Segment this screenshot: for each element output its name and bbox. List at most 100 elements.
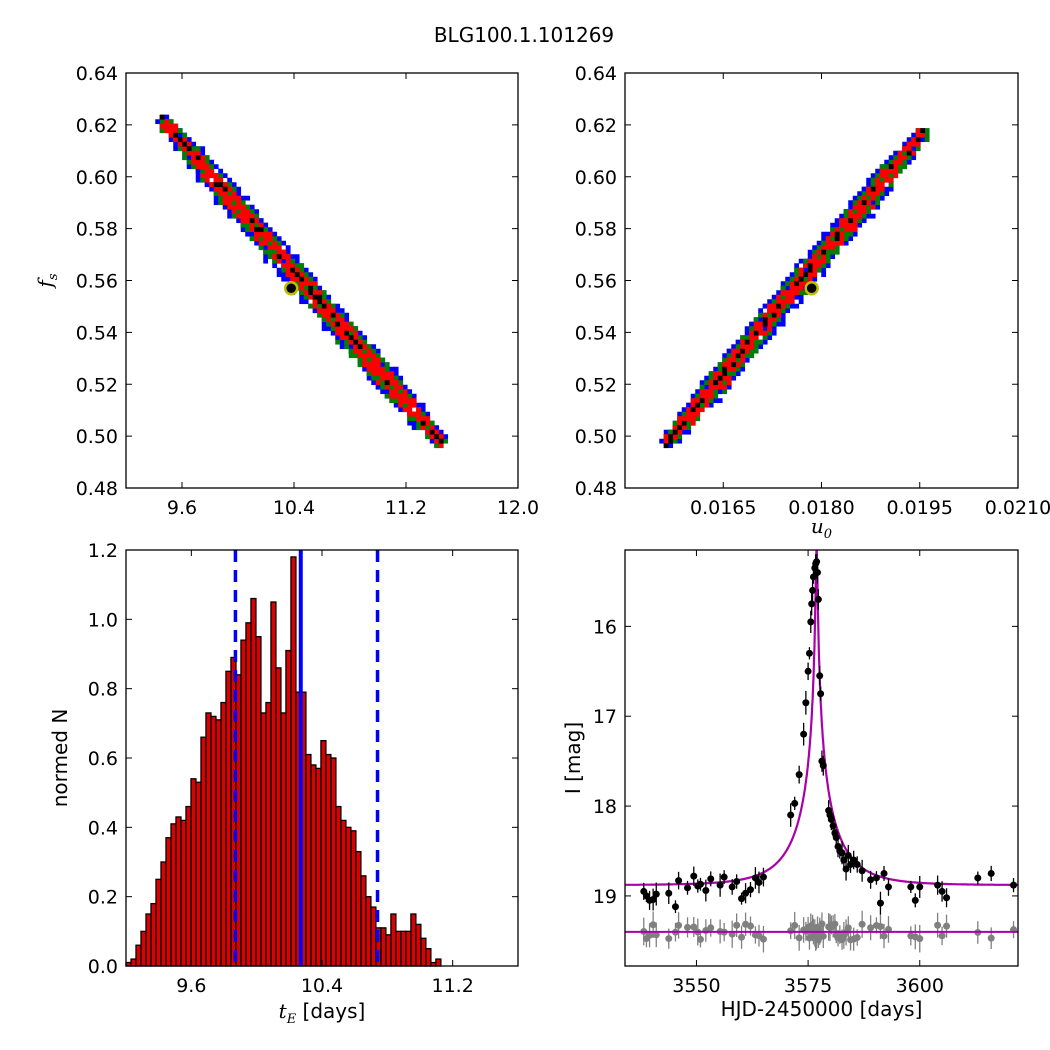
heatmap-cell [708,398,714,404]
heatmap-cell [731,353,737,359]
heatmap-cell [335,330,341,336]
heatmap-cell [308,285,314,291]
heatmap-cell [272,258,278,264]
heatmap-cell [785,308,791,314]
heatmap-cell [758,339,764,345]
heatmap-cell [870,186,876,192]
heatmap-cell [177,141,183,147]
heatmap-cell [222,191,228,197]
heatmap-cell [780,299,786,305]
heatmap-cell [411,425,417,431]
heatmap-cell [213,191,219,197]
heatmap-cell [740,348,746,354]
x-tick-label: 3575 [784,975,832,997]
heatmap-cell [924,128,930,134]
histogram-bar [400,930,407,967]
heatmap-cell [380,357,386,363]
heatmap-cell [429,420,435,426]
residual-point [684,923,692,931]
heatmap-cell [821,236,827,242]
heatmap-cell [159,119,165,125]
observation-point [728,883,736,891]
heatmap-cell [704,389,710,395]
heatmap-cell [303,267,309,273]
heatmap-cell [767,326,773,332]
x-tick-label: 9.6 [167,497,197,519]
heatmap-cell [362,366,368,372]
heatmap-cell [825,236,831,242]
heatmap-cell [713,384,719,390]
heatmap-cell [699,402,705,408]
heatmap-cell [263,227,269,233]
heatmap-cell [861,195,867,201]
heatmap-cell [263,245,269,251]
heatmap-cell [749,344,755,350]
heatmap-cell [398,380,404,386]
heatmap-cell [789,294,795,300]
heatmap-cell [906,155,912,161]
histogram-bar [270,601,277,967]
heatmap-cell [902,164,908,170]
heatmap-cell [857,195,863,201]
heatmap-cell [812,272,818,278]
heatmap-cell [173,146,179,152]
heatmap-cell [771,308,777,314]
heatmap-cell [699,389,705,395]
heatmap-cell [222,173,228,179]
heatmap-cell [771,299,777,305]
heatmap-cell [164,114,170,120]
heatmap-cell [384,362,390,368]
heatmap-cell [213,186,219,192]
heatmap-cell [177,128,183,134]
histogram-bar [245,622,252,967]
heatmap-cell [888,186,894,192]
heatmap-cell [263,231,269,237]
heatmap-cell [321,317,327,323]
heatmap-cell [227,195,233,201]
heatmap-cell [335,312,341,318]
heatmap-cell [425,411,431,417]
heatmap-cell [888,182,894,188]
heatmap-cell [681,411,687,417]
heatmap-cell [362,353,368,359]
y-axis-label: fs [33,273,61,289]
heatmap-cell [762,326,768,332]
heatmap-cell [825,231,831,237]
heatmap-cell [407,420,413,426]
heatmap-cell [290,272,296,278]
x-tick-label: 11.2 [385,497,427,519]
heatmap-cell [798,267,804,273]
heatmap-cell [744,335,750,341]
observation-point [813,568,821,576]
heatmap-cell [186,164,192,170]
observation-point [733,878,741,886]
heatmap-cell [749,321,755,327]
y-tick-label: 0.50 [575,426,617,448]
heatmap-cell [726,362,732,368]
heatmap-cell [681,429,687,435]
heatmap-cell [834,231,840,237]
heatmap-cell [920,128,926,134]
x-axis-label: u0 [811,514,832,542]
heatmap-cell [200,150,206,156]
heatmap-cell [870,200,876,206]
observation-point [804,667,812,675]
heatmap-cell [758,321,764,327]
heatmap-cell [879,182,885,188]
heatmap-cell [222,204,228,210]
heatmap-cell [393,402,399,408]
heatmap-cell [371,371,377,377]
heatmap-cell [285,276,291,282]
heatmap-cell [308,303,314,309]
y-tick-label: 0.60 [76,167,118,189]
heatmap-cell [425,425,431,431]
heatmap-cell [335,339,341,345]
heatmap-cell [825,249,831,255]
heatmap-cell [209,182,215,188]
heatmap-cell [857,213,863,219]
histogram-bar [435,958,442,967]
residual-point [987,934,995,942]
heatmap-cell [443,434,449,440]
heatmap-cell [830,254,836,260]
heatmap-cell [308,290,314,296]
